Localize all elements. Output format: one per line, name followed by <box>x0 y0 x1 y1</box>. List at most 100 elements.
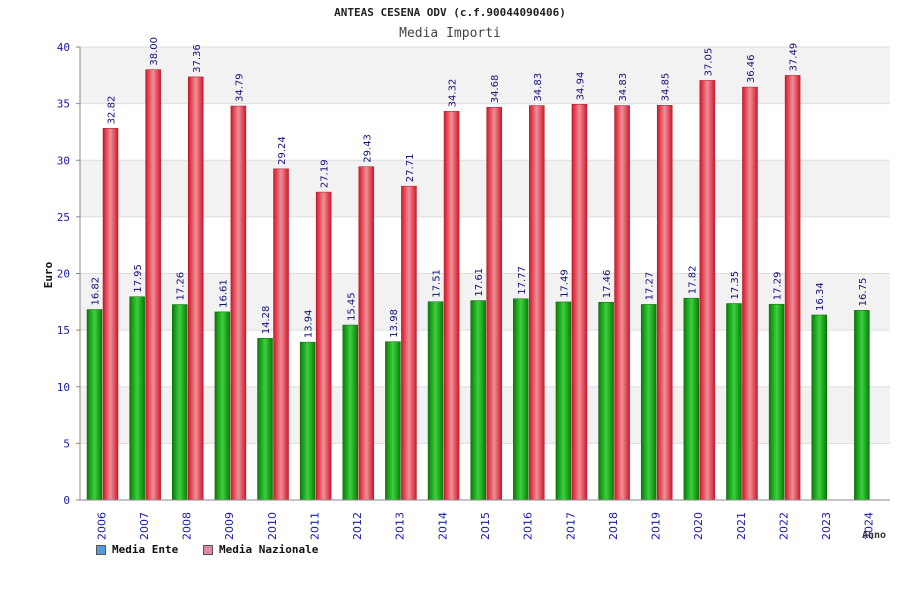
data-labels: 16.82 32.82 17.95 38.00 17.26 37.36 16.61 34.79… <box>91 37 869 338</box>
bar-media-ente <box>683 297 700 501</box>
y-tick-label: 35 <box>57 98 70 111</box>
bar-media-nazionale <box>401 185 417 501</box>
y-tick-label: 5 <box>63 437 70 450</box>
legend-label-media-nazionale: Media Nazionale <box>219 543 319 556</box>
bar-media-ente <box>513 298 529 501</box>
y-tick-label: 30 <box>57 154 70 167</box>
data-label: 37.05 <box>703 48 714 77</box>
data-label: 27.71 <box>405 154 416 183</box>
data-label: 15.45 <box>346 292 357 321</box>
bar-media-nazionale <box>571 104 588 501</box>
bar-media-nazionale <box>315 191 332 501</box>
data-label: 17.49 <box>559 269 570 298</box>
bars <box>86 69 870 501</box>
bar-media-ente <box>427 301 444 501</box>
data-label: 37.49 <box>789 43 800 72</box>
bar-media-nazionale <box>102 128 119 501</box>
data-label: 37.36 <box>192 44 203 73</box>
x-tick-label: 2009 <box>223 512 236 540</box>
bar-media-nazionale <box>443 111 460 501</box>
bar-media-nazionale <box>145 69 161 501</box>
x-axis-label: Anno <box>862 530 886 541</box>
data-label: 34.68 <box>490 75 501 104</box>
data-label: 34.85 <box>661 73 672 102</box>
x-tick-label: 2013 <box>394 512 407 540</box>
bar-media-nazionale <box>614 105 630 501</box>
bar-media-ente <box>768 303 785 501</box>
data-label: 17.95 <box>133 264 144 293</box>
data-label: 13.98 <box>389 309 400 338</box>
bar-media-nazionale <box>699 80 716 501</box>
bar-media-ente <box>342 324 359 501</box>
bar-media-nazionale <box>486 106 502 501</box>
x-tick-label: 2016 <box>522 512 535 540</box>
data-label: 17.29 <box>773 272 784 301</box>
data-label: 34.83 <box>533 73 544 102</box>
data-label: 34.94 <box>575 72 586 101</box>
data-label: 34.32 <box>448 79 459 108</box>
bar-media-ente <box>214 311 231 501</box>
bar-media-ente <box>299 341 316 501</box>
bar-media-ente <box>257 338 273 501</box>
data-label: 17.51 <box>432 269 443 298</box>
x-tick-label: 2007 <box>138 512 151 540</box>
data-label: 17.26 <box>176 272 187 301</box>
bar-media-nazionale <box>188 76 204 501</box>
legend-swatch-media-nazionale <box>203 544 213 555</box>
legend-label-media-ente: Media Ente <box>112 543 179 556</box>
data-label: 16.82 <box>91 277 102 306</box>
data-label: 16.75 <box>858 278 869 307</box>
data-label: 17.27 <box>645 272 656 301</box>
data-label: 29.24 <box>277 136 288 165</box>
chart-title: ANTEAS CESENA ODV (c.f.90044090406) <box>334 6 566 19</box>
y-tick-label: 15 <box>57 324 70 337</box>
bar-media-ente <box>129 296 145 501</box>
x-tick-label: 2014 <box>436 512 449 540</box>
y-tick-label: 40 <box>57 41 70 54</box>
y-tick-label: 20 <box>57 268 70 281</box>
x-tick-label: 2024 <box>863 512 876 540</box>
data-label: 32.82 <box>107 96 118 125</box>
data-label: 17.61 <box>474 268 485 297</box>
bar-media-ente <box>470 300 486 501</box>
data-label: 17.35 <box>730 271 741 300</box>
x-tick-label: 2012 <box>351 512 364 540</box>
x-tick-label: 2019 <box>650 512 663 540</box>
data-label: 29.43 <box>362 134 373 163</box>
x-tick-label: 2023 <box>820 512 833 540</box>
data-label: 27.19 <box>320 159 331 188</box>
legend-swatch-media-ente <box>96 544 106 555</box>
data-label: 38.00 <box>149 37 160 66</box>
x-tick-labels: 2006 2007 2008 2009 2010 2011 2012 2013 2014 2015… <box>95 512 875 540</box>
bar-media-ente <box>726 303 742 501</box>
data-label: 16.34 <box>815 282 826 311</box>
data-label: 34.79 <box>234 73 245 102</box>
y-tick-labels: 0 5 10 15 20 25 30 35 40 <box>57 41 70 507</box>
x-tick-label: 2021 <box>735 512 748 540</box>
x-tick-label: 2020 <box>692 512 705 540</box>
x-tick-label: 2008 <box>181 512 194 540</box>
legend-item-media-ente: Media Ente <box>96 543 178 556</box>
y-tick-label: 0 <box>63 494 70 507</box>
x-tick-label: 2015 <box>479 512 492 540</box>
bar-media-ente <box>811 314 827 501</box>
bar-media-ente <box>172 304 188 501</box>
y-axis-label: Euro <box>42 261 55 288</box>
data-label: 13.94 <box>304 309 315 338</box>
bar-media-nazionale <box>784 75 801 501</box>
y-tick-label: 25 <box>57 211 70 224</box>
bar-media-nazionale <box>273 168 289 501</box>
data-label: 17.46 <box>602 270 613 299</box>
bar-media-ente <box>854 310 870 501</box>
axes <box>76 46 890 501</box>
bar-media-ente <box>598 302 614 501</box>
x-tick-label: 2018 <box>607 512 620 540</box>
bar-media-nazionale <box>358 166 375 501</box>
x-tick-label: 2022 <box>777 512 790 540</box>
data-label: 36.46 <box>746 54 757 83</box>
bar-media-nazionale <box>230 105 247 501</box>
x-tick-label: 2017 <box>564 512 577 540</box>
x-tick-label: 2010 <box>266 512 279 540</box>
bar-media-nazionale <box>529 105 545 501</box>
data-label: 14.28 <box>261 306 272 335</box>
